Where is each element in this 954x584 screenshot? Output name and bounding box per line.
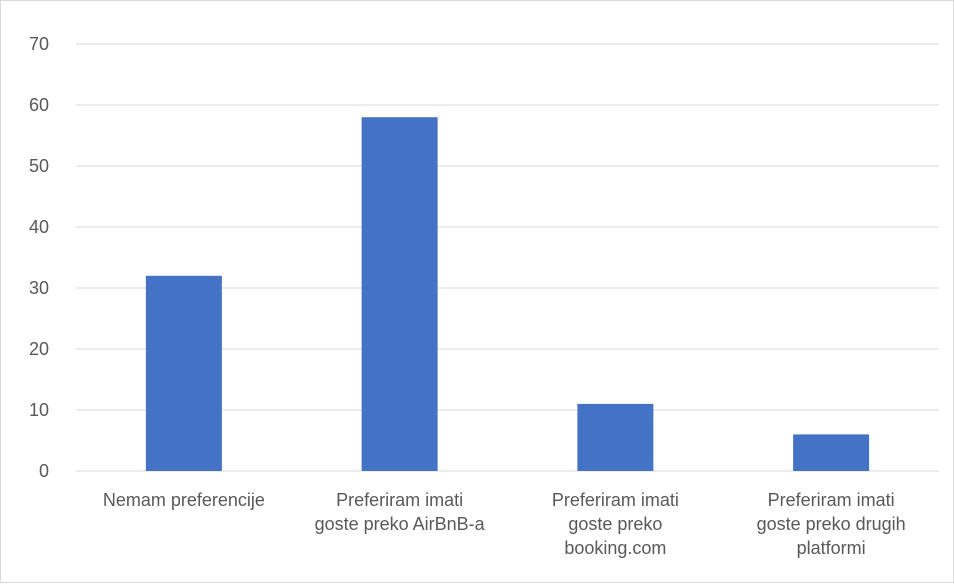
x-category-label-line: booking.com [564,538,666,558]
x-category-label-line: goste preko drugih [757,514,906,534]
y-tick-label: 70 [29,34,49,54]
y-tick-label: 0 [39,461,49,481]
bars [145,117,870,471]
x-axis-category-labels: Nemam preferencije Preferiram imati goste … [103,490,906,558]
x-category-label-line: Preferiram imati [768,490,895,510]
x-category-label-line: Preferiram imati [336,490,463,510]
bar [577,403,654,471]
y-tick-label: 20 [29,339,49,359]
x-category-label: Preferiram imati goste preko drugih platfo… [757,490,906,558]
x-category-label-line: Nemam preferencije [103,490,265,510]
bar [361,117,438,471]
bar [793,434,870,471]
y-tick-label: 50 [29,156,49,176]
y-tick-label: 30 [29,278,49,298]
x-category-label: Nemam preferencije [103,490,265,510]
y-axis-tick-labels: 0 10 20 30 40 50 60 70 [29,34,49,481]
x-category-label-line: goste preko AirBnB-a [315,514,486,534]
x-category-label: Preferiram imati goste preko AirBnB-a [315,490,486,534]
x-category-label-line: goste preko [568,514,662,534]
y-tick-label: 10 [29,400,49,420]
bar [145,275,222,471]
y-tick-label: 60 [29,95,49,115]
x-category-label-line: Preferiram imati [552,490,679,510]
x-category-label: Preferiram imati goste preko booking.com [552,490,679,558]
y-tick-label: 40 [29,217,49,237]
x-category-label-line: platformi [797,538,866,558]
